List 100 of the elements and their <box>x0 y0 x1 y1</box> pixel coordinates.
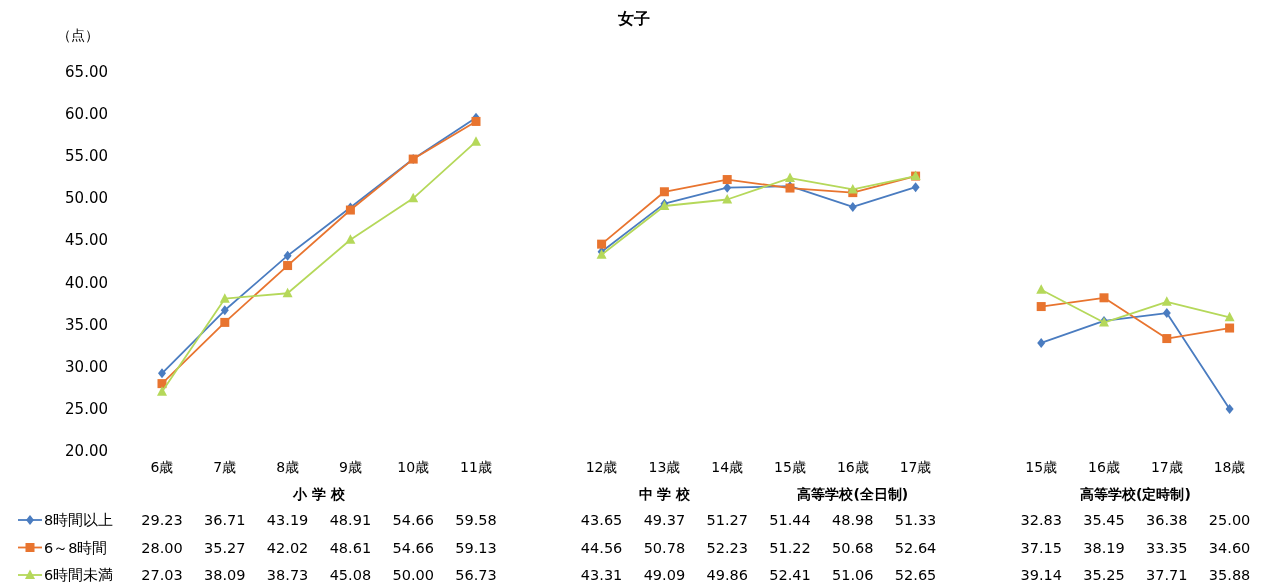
chart-title: 女子 <box>617 9 650 28</box>
point <box>220 305 229 316</box>
y-tick-label: 30.00 <box>65 357 108 376</box>
point <box>282 287 293 298</box>
x-tick-label: 17歳 <box>899 459 932 475</box>
data-label: 35.88 <box>1208 567 1251 583</box>
data-label: 35.25 <box>1083 567 1125 583</box>
y-axis-title: （点） <box>57 27 99 43</box>
point <box>408 192 419 203</box>
data-label: 44.56 <box>580 539 623 556</box>
point <box>722 175 732 185</box>
data-label: 54.66 <box>392 512 434 528</box>
x-tick-label: 16歳 <box>1088 459 1120 475</box>
data-label: 37.71 <box>1146 567 1188 583</box>
point <box>220 317 230 327</box>
text: 高等学校(定時制) <box>1080 486 1191 502</box>
y-tick-label: 25.00 <box>65 399 108 418</box>
data-label: 56.73 <box>455 567 497 583</box>
legend-label: 8時間以上 <box>44 512 114 528</box>
data-label: 59.58 <box>455 512 497 528</box>
data-label: 35.27 <box>204 539 246 556</box>
point <box>1224 311 1235 322</box>
point <box>471 116 481 126</box>
y-tick-label: 65.00 <box>65 63 108 81</box>
x-tick-label: 16歳 <box>836 459 869 475</box>
data-label: 29.23 <box>141 512 183 528</box>
point <box>1225 403 1234 414</box>
point <box>722 194 733 204</box>
point <box>1036 284 1047 294</box>
x-tick-label: 15歳 <box>1025 459 1058 475</box>
data-label: 43.19 <box>266 512 309 528</box>
y-tick-label: 40.00 <box>65 273 108 292</box>
x-tick-label: 13歳 <box>648 459 681 475</box>
point <box>1161 296 1172 306</box>
data-label: 51.27 <box>706 512 748 528</box>
data-label: 43.65 <box>580 512 623 528</box>
y-tick-label: 60.00 <box>65 105 108 124</box>
point <box>219 293 230 303</box>
data-label: 52.23 <box>706 539 748 556</box>
point <box>1225 323 1235 333</box>
x-tick-label: 18歳 <box>1213 459 1246 475</box>
data-label: 50.68 <box>832 539 874 556</box>
data-label: 49.09 <box>643 567 686 583</box>
data-label: 52.64 <box>894 539 937 556</box>
point <box>911 182 920 193</box>
data-label: 25.00 <box>1208 512 1251 528</box>
point <box>847 183 858 194</box>
x-tick-label: 8歳 <box>276 459 300 475</box>
point <box>157 386 167 396</box>
data-label: 43.31 <box>580 567 623 583</box>
point <box>1162 308 1171 319</box>
data-label: 50.00 <box>392 567 434 583</box>
point <box>785 172 795 183</box>
legend-label: 6～8時間 <box>44 539 108 556</box>
point <box>283 261 293 271</box>
point <box>1037 337 1046 348</box>
data-label: 51.33 <box>894 512 937 528</box>
x-tick-label: 10歳 <box>397 459 430 475</box>
data-label: 45.08 <box>329 567 372 583</box>
point <box>848 201 857 212</box>
data-label: 49.86 <box>706 567 748 583</box>
text: 小 学 校 <box>292 486 346 502</box>
data-label: 50.78 <box>643 539 686 556</box>
data-label: 54.66 <box>392 539 434 556</box>
x-tick-label: 11歳 <box>460 459 492 475</box>
legend-label: 6時間未満 <box>44 567 114 583</box>
y-tick-label: 20.00 <box>65 442 108 460</box>
y-tick-label: 55.00 <box>65 147 108 166</box>
data-label: 51.06 <box>832 567 874 583</box>
point <box>1099 293 1109 303</box>
data-label: 27.03 <box>141 567 183 583</box>
data-label: 38.73 <box>266 567 309 583</box>
data-label: 28.00 <box>141 539 183 556</box>
data-label: 39.14 <box>1020 567 1062 583</box>
text: 高等学校(全日制) <box>797 486 909 502</box>
point <box>1162 334 1172 344</box>
x-tick-label: 9歳 <box>338 459 362 475</box>
x-tick-label: 14歳 <box>711 459 744 475</box>
data-label: 38.19 <box>1083 539 1125 556</box>
point <box>1036 302 1046 312</box>
x-tick-label: 12歳 <box>585 459 618 475</box>
x-tick-label: 6歳 <box>150 459 174 475</box>
data-label: 48.91 <box>329 512 372 528</box>
data-label: 34.60 <box>1208 539 1251 556</box>
data-label: 38.09 <box>204 567 246 583</box>
data-label: 48.61 <box>329 539 372 556</box>
point <box>283 250 292 261</box>
data-label: 51.44 <box>769 512 811 528</box>
data-label: 48.98 <box>832 512 874 528</box>
point <box>471 136 481 146</box>
data-label: 36.71 <box>204 512 246 528</box>
data-label: 36.38 <box>1146 512 1188 528</box>
y-tick-label: 45.00 <box>65 231 108 250</box>
data-label: 51.22 <box>769 539 811 556</box>
data-label: 37.15 <box>1020 539 1062 556</box>
data-label: 52.65 <box>894 567 937 583</box>
x-tick-label: 15歳 <box>774 459 806 475</box>
y-tick-label: 35.00 <box>65 315 108 334</box>
text: 中 学 校 <box>638 486 692 502</box>
data-label: 49.37 <box>643 512 686 528</box>
